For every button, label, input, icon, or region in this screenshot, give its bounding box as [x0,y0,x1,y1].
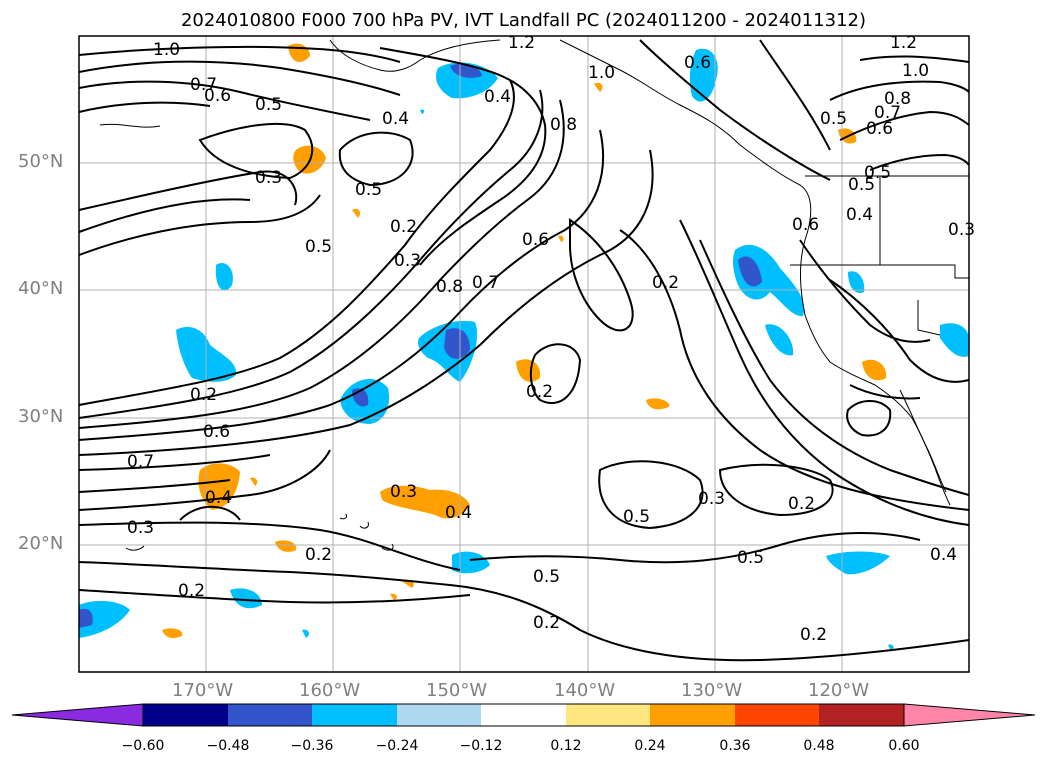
colorbar-tick-label: 0.48 [803,738,835,754]
colorbar-segment [143,704,228,726]
contour-label: 0.5 [355,180,382,200]
contour-label: 0.4 [846,205,873,225]
contour-label: 0.5 [533,567,560,587]
colorbar [11,703,1036,727]
map-title: 2024010800 F000 700 hPa PV, IVT Landfall… [180,10,867,31]
longitude-label: 170°W [172,680,234,701]
map-frame [78,35,970,673]
contour-label: 0.2 [390,217,417,237]
colorbar-segment [735,704,819,726]
contour-label: 0.4 [930,545,957,565]
shading-layer [79,43,969,651]
contour-label: 0.8 [436,277,463,297]
latitude-label: 40°N [18,278,64,299]
contour-label: 0.6 [204,86,231,106]
colorbar-tick-label: −0.48 [206,738,250,754]
contour-label: 0.3 [390,482,417,502]
contour-label: 0.6 [866,119,893,139]
contour-label: 0.4 [382,109,409,129]
colorbar-frame [142,703,905,727]
contour-label: 0.5 [737,548,764,568]
colorbar-segment [397,704,481,726]
contour-label: 1.0 [588,63,615,83]
contour-label: 0.2 [190,385,217,405]
contour-label: 0.2 [178,581,205,601]
contour-label: 1.0 [153,40,180,60]
colorbar-tick-label: −0.60 [121,738,165,754]
map-background [79,36,969,672]
longitude-label: 130°W [681,680,743,701]
contour-label: 0.4 [445,503,472,523]
longitude-label: 140°W [554,680,616,701]
contour-label: 0.2 [526,382,553,402]
latitude-label: 20°N [18,533,64,554]
contour-label: 0.2 [788,494,815,514]
contour-label: 1.2 [890,33,917,53]
colorbar-extend-low [11,703,144,727]
contour-label: 0.3 [127,518,154,538]
pv-contours [78,39,970,662]
coastlines [99,39,969,551]
contour-label: 0.2 [652,273,679,293]
contour-label: 0.8 [550,115,577,135]
colorbar-tick-label: 0.12 [550,738,582,754]
colorbar-segment [312,704,397,726]
contour-label: 0.4 [484,87,511,107]
contour-label: 0.4 [205,488,232,508]
contour-label: 0.2 [305,545,332,565]
contour-label: 0.6 [792,215,819,235]
longitude-label: 120°W [808,680,870,701]
longitude-label: 150°W [426,680,488,701]
contour-label: 0.8 [884,89,911,109]
contour-label: 0.6 [684,53,711,73]
colorbar-tick-label: 0.36 [719,738,751,754]
contour-label: 0.5 [820,109,847,129]
contour-label: 0.5 [848,175,875,195]
contour-label: 0.6 [203,422,230,442]
contour-label: 0.3 [394,251,421,271]
longitude-label: 160°W [299,680,361,701]
contour-label: 1.2 [508,33,535,53]
latitude-label: 30°N [18,406,64,427]
latitude-label: 50°N [18,151,64,172]
contour-label: 0.3 [948,220,975,240]
contour-label: 1.0 [902,61,929,81]
colorbar-tick-label: −0.36 [290,738,334,754]
colorbar-segment [650,704,735,726]
contour-label: 0.2 [800,625,827,645]
contour-label: 0.2 [533,613,560,633]
contour-label: 0.7 [874,103,901,123]
contour-label: 0.3 [698,489,725,509]
contour-label: 0.5 [864,163,891,183]
contour-label: 0.7 [127,452,154,472]
colorbar-extend-high [903,703,1036,727]
contour-label: 0.5 [305,237,332,257]
contour-label: 0.6 [522,230,549,250]
colorbar-segment [566,704,650,726]
contour-label: 0.7 [472,273,499,293]
colorbar-tick-label: 0.60 [888,738,920,754]
colorbar-segment [228,704,312,726]
colorbar-segment [481,704,566,726]
contour-label: 0.3 [255,168,282,188]
colorbar-tick-label: −0.24 [375,738,419,754]
colorbar-tick-label: −0.12 [459,738,503,754]
colorbar-tick-label: 0.24 [634,738,666,754]
contour-label: 0.7 [190,75,217,95]
contour-label: 0.5 [623,507,650,527]
colorbar-segment [819,704,904,726]
contour-labels: 1.0 0.7 0.6 0.5 0.4 0.3 0.5 0.5 1.2 1.0 … [127,33,975,645]
contour-label: 0.5 [255,95,282,115]
